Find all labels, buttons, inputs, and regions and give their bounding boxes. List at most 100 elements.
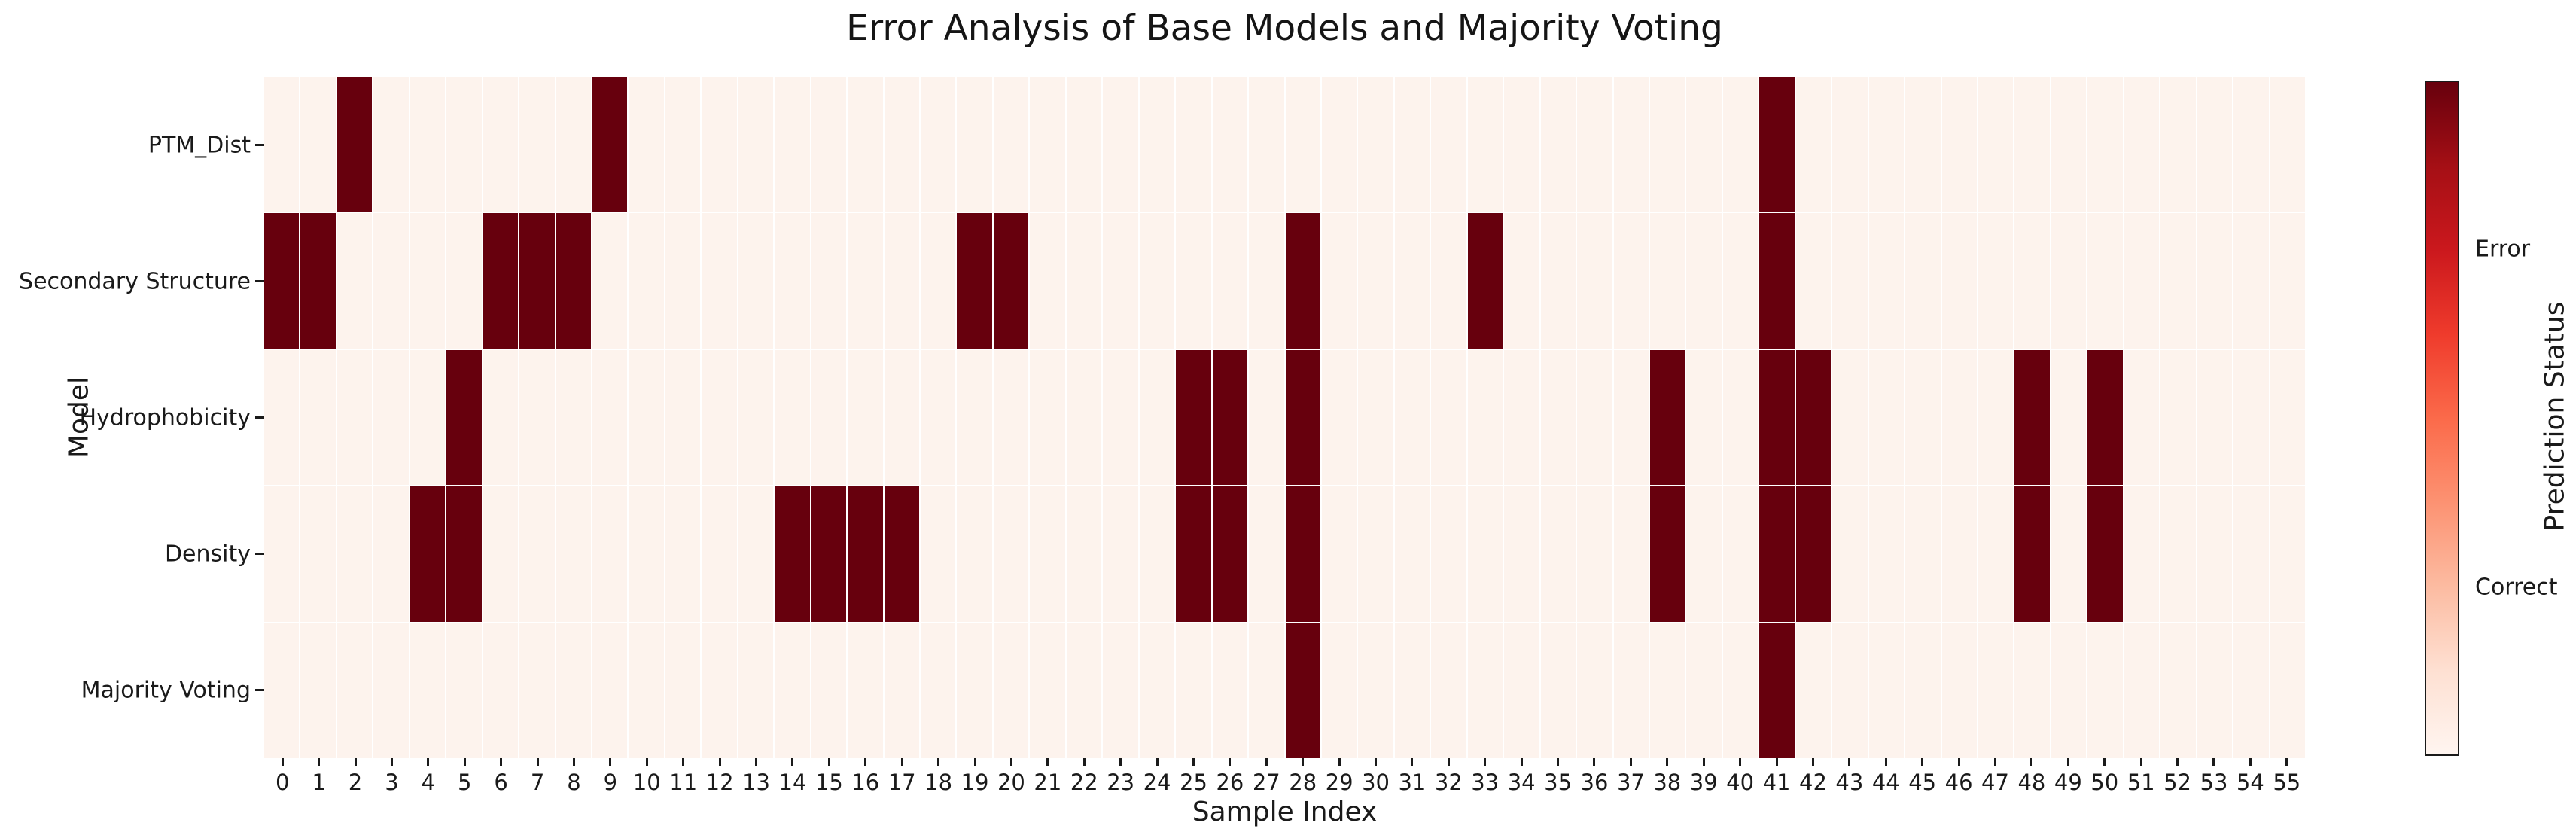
heatmap-cell xyxy=(1285,623,1320,758)
x-tick-label: 32 xyxy=(1434,769,1463,795)
heatmap-cell xyxy=(519,486,555,622)
heatmap-cell xyxy=(1978,349,2014,486)
colorbar xyxy=(2425,81,2459,756)
heatmap-cell xyxy=(2160,623,2196,758)
heatmap-cell xyxy=(1285,349,1320,486)
heatmap-cell xyxy=(1905,213,1941,349)
heatmap-cell xyxy=(629,213,664,349)
heatmap-cell xyxy=(1613,349,1649,486)
x-tick-label: 50 xyxy=(2090,769,2119,795)
colorbar-tick-label: Correct xyxy=(2475,574,2558,601)
heatmap-cell xyxy=(848,349,883,486)
heatmap-cell xyxy=(2051,486,2087,622)
heatmap-cell xyxy=(1431,77,1466,212)
heatmap-cell xyxy=(2233,349,2269,486)
chart-title: Error Analysis of Base Models and Majori… xyxy=(846,8,1723,49)
heatmap-cell xyxy=(738,77,774,212)
heatmap-cell xyxy=(1504,213,1539,349)
heatmap-cell xyxy=(1978,213,2014,349)
heatmap-cell xyxy=(1467,486,1503,622)
heatmap-cell xyxy=(1759,77,1795,212)
heatmap-cell xyxy=(957,623,992,758)
heatmap-cell xyxy=(336,486,373,622)
heatmap-cell xyxy=(1431,213,1466,349)
x-tick-label: 28 xyxy=(1289,769,1317,795)
heatmap-cell xyxy=(811,349,847,486)
heatmap-cell xyxy=(1540,213,1576,349)
x-tick-label: 36 xyxy=(1580,769,1609,795)
heatmap-cell xyxy=(2197,623,2233,758)
x-tick-label: 49 xyxy=(2054,769,2082,795)
x-tick-label: 1 xyxy=(312,769,326,795)
heatmap-cell xyxy=(2014,623,2050,758)
heatmap-cell xyxy=(2087,623,2123,758)
heatmap-cell xyxy=(446,213,482,349)
x-tick-label: 31 xyxy=(1398,769,1427,795)
x-tick-mark xyxy=(1629,758,1632,766)
heatmap-cell xyxy=(300,213,336,349)
heatmap-cell xyxy=(702,623,737,758)
heatmap-cell xyxy=(921,213,956,349)
heatmap-cell xyxy=(1212,77,1248,212)
heatmap-cell xyxy=(2270,349,2305,486)
heatmap-cell xyxy=(373,623,409,758)
x-tick-mark xyxy=(1994,758,1996,766)
heatmap-cell xyxy=(1686,486,1722,622)
heatmap-cell xyxy=(1868,77,1905,212)
x-tick-mark xyxy=(318,758,321,766)
heatmap-cell xyxy=(483,486,519,622)
x-tick-label: 22 xyxy=(1070,769,1098,795)
x-tick-mark xyxy=(864,758,867,766)
heatmap-cell xyxy=(2051,349,2087,486)
heatmap-cell xyxy=(1030,486,1065,622)
x-tick-mark xyxy=(1520,758,1523,766)
heatmap-cell xyxy=(1722,349,1758,486)
heatmap-cell xyxy=(1467,349,1503,486)
x-tick-label: 10 xyxy=(632,769,661,795)
heatmap-cell xyxy=(2014,349,2050,486)
heatmap-cell xyxy=(1285,486,1320,622)
heatmap-cell xyxy=(264,213,300,349)
x-tick-mark xyxy=(1593,758,1596,766)
x-tick-label: 5 xyxy=(458,769,472,795)
heatmap-cell xyxy=(1467,623,1503,758)
heatmap-cell xyxy=(1030,213,1065,349)
x-tick-mark xyxy=(718,758,721,766)
heatmap-cell xyxy=(775,77,810,212)
heatmap-cell xyxy=(1467,213,1503,349)
heatmap-cell xyxy=(373,349,409,486)
x-tick-label: 46 xyxy=(1944,769,1973,795)
heatmap-cell xyxy=(1285,77,1320,212)
heatmap-cell xyxy=(738,213,774,349)
heatmap-cell xyxy=(1394,486,1430,622)
heatmap-cell xyxy=(373,486,409,622)
heatmap-cell xyxy=(1358,213,1393,349)
heatmap-cell xyxy=(702,77,737,212)
y-axis-title: Model xyxy=(63,376,95,459)
heatmap-cell xyxy=(1467,77,1503,212)
heatmap-cell xyxy=(775,623,810,758)
heatmap-cell xyxy=(373,77,409,212)
heatmap-cell xyxy=(1978,77,2014,212)
x-tick-label: 44 xyxy=(1871,769,1900,795)
heatmap-cell xyxy=(1978,486,2014,622)
x-tick-mark xyxy=(2139,758,2142,766)
heatmap-cell xyxy=(300,77,336,212)
heatmap-cell xyxy=(1649,213,1685,349)
heatmap-cell xyxy=(1941,213,1977,349)
heatmap-cell xyxy=(629,77,664,212)
heatmap-cell xyxy=(1249,486,1284,622)
heatmap-cell xyxy=(2197,213,2233,349)
x-tick-mark xyxy=(645,758,648,766)
heatmap-cell xyxy=(1066,623,1102,758)
heatmap-cell xyxy=(300,349,336,486)
heatmap-cell xyxy=(1285,213,1320,349)
heatmap-cell xyxy=(592,349,628,486)
heatmap-cell xyxy=(665,213,701,349)
heatmap-cell xyxy=(993,349,1029,486)
heatmap-cell xyxy=(519,213,555,349)
heatmap-cell xyxy=(1431,486,1466,622)
heatmap-cell xyxy=(1249,77,1284,212)
heatmap-cell xyxy=(2160,77,2196,212)
heatmap-grid xyxy=(264,77,2305,758)
